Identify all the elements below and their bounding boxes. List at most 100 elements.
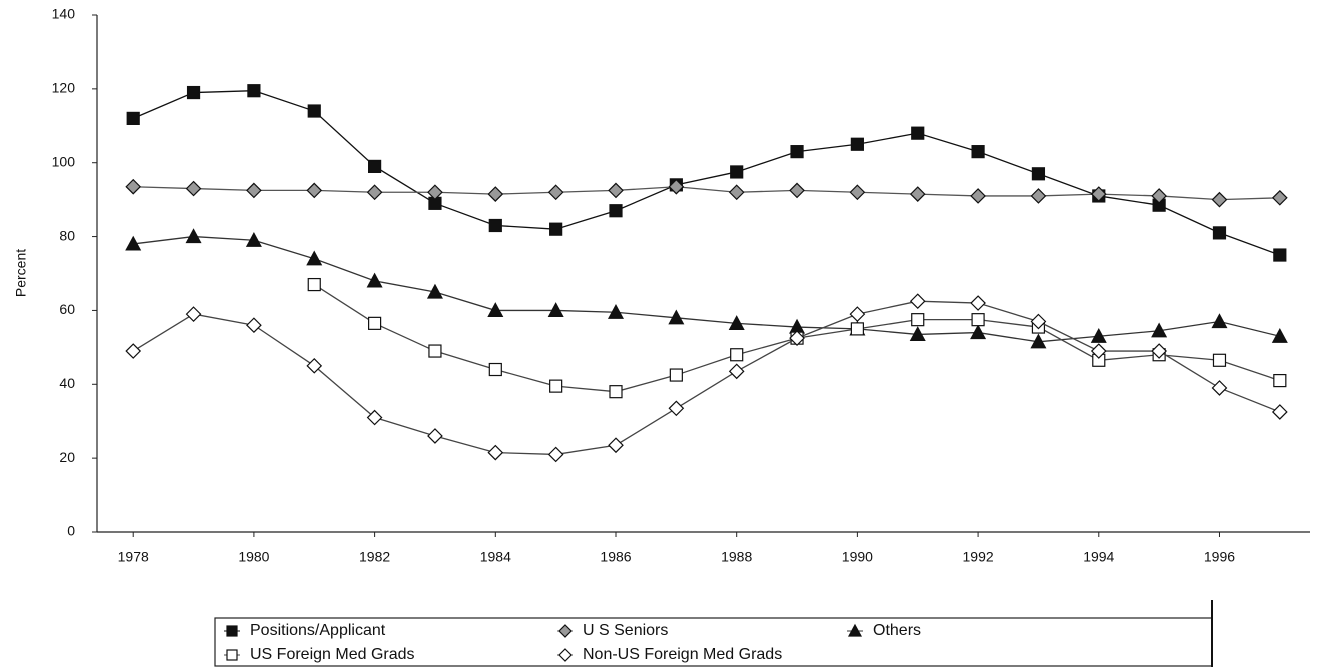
marker [909, 293, 926, 310]
marker [306, 182, 323, 199]
marker [125, 178, 142, 195]
x-tick-label: 1978 [118, 549, 149, 565]
series-line [132, 90, 1281, 256]
marker [668, 400, 685, 417]
marker [1211, 191, 1228, 208]
x-tick-label: 1988 [721, 549, 752, 565]
marker [1090, 343, 1107, 359]
marker [909, 186, 926, 202]
marker [366, 272, 383, 288]
marker [970, 295, 986, 311]
marker [1273, 248, 1287, 262]
marker [1030, 188, 1047, 204]
marker [607, 304, 624, 319]
legend-marker [558, 624, 572, 638]
x-tick-label: 1994 [1083, 549, 1114, 565]
marker [488, 362, 502, 377]
marker [850, 322, 864, 336]
marker [1151, 322, 1168, 338]
y-tick-label: 100 [52, 153, 76, 169]
marker [789, 330, 805, 346]
marker [971, 313, 985, 327]
legend-marker [226, 649, 238, 661]
marker [126, 111, 140, 126]
legend-label: Positions/Applicant [250, 622, 386, 639]
marker [1271, 328, 1288, 343]
marker [668, 178, 685, 195]
marker [1271, 189, 1288, 206]
marker [1151, 188, 1167, 204]
x-tick-label: 1992 [963, 549, 994, 565]
x-tick-label: 1982 [359, 549, 390, 565]
marker [730, 348, 744, 362]
y-tick-label: 20 [59, 449, 75, 465]
marker [1211, 380, 1228, 396]
y-tick-label: 60 [59, 301, 75, 317]
marker [307, 104, 321, 118]
marker [790, 145, 804, 159]
marker [970, 324, 987, 340]
marker [850, 137, 864, 151]
marker [1211, 313, 1228, 329]
legend-label: U S Seniors [583, 622, 668, 639]
legend-label: Non-US Foreign Med Grads [583, 646, 782, 663]
marker [368, 159, 382, 174]
marker [547, 184, 564, 201]
marker [547, 446, 564, 463]
marker [971, 145, 985, 159]
legend-label: US Foreign Med Grads [250, 646, 415, 663]
legend-marker [558, 648, 572, 662]
marker [849, 184, 866, 201]
marker [549, 379, 563, 393]
marker [366, 184, 383, 201]
series-line [133, 186, 1280, 201]
marker [547, 302, 564, 318]
y-tick-label: 140 [52, 6, 76, 22]
y-tick-label: 0 [67, 523, 75, 539]
marker [246, 182, 262, 199]
legend-label: Others [873, 622, 921, 639]
marker [909, 326, 926, 342]
marker [245, 231, 262, 247]
y-tick-label: 120 [52, 80, 76, 96]
x-tick-label: 1986 [600, 549, 631, 565]
legend-marker [847, 623, 863, 637]
marker [970, 188, 986, 204]
marker [728, 184, 745, 201]
marker [306, 250, 323, 266]
marker [306, 357, 323, 374]
marker [185, 228, 202, 244]
marker [246, 317, 262, 334]
series-line [132, 300, 1281, 456]
marker [368, 316, 382, 330]
marker [1090, 328, 1107, 343]
marker [1030, 333, 1047, 349]
marker [426, 283, 443, 299]
marker [1090, 186, 1107, 202]
marker [366, 409, 383, 426]
marker [609, 204, 623, 218]
marker [668, 309, 685, 325]
marker [125, 235, 142, 251]
marker [911, 126, 925, 140]
marker [608, 437, 624, 454]
marker [487, 444, 504, 461]
marker [185, 306, 202, 322]
marker [1212, 353, 1227, 367]
y-tick-label: 80 [59, 227, 75, 243]
marker [728, 315, 745, 330]
x-tick-label: 1984 [480, 549, 511, 565]
marker [1151, 343, 1167, 359]
marker [849, 306, 866, 322]
marker [427, 428, 443, 444]
marker [307, 277, 321, 292]
marker [185, 180, 202, 197]
x-tick-label: 1990 [842, 549, 873, 565]
marker [1212, 226, 1227, 240]
marker [487, 302, 504, 318]
marker [608, 182, 624, 199]
marker [1031, 167, 1046, 181]
marker [730, 165, 744, 179]
marker [1271, 404, 1288, 420]
